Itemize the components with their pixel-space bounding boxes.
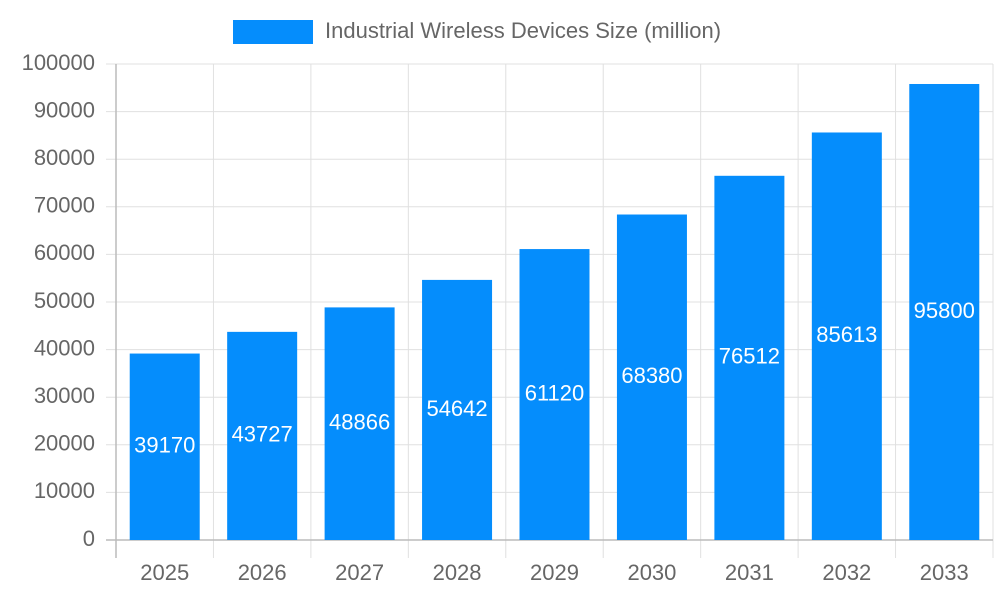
y-tick-label: 30000 bbox=[34, 383, 95, 408]
x-tick-label: 2029 bbox=[530, 560, 579, 585]
data-label: 76512 bbox=[719, 344, 780, 369]
bar bbox=[616, 214, 687, 540]
y-tick-label: 0 bbox=[83, 526, 95, 551]
y-tick-label: 50000 bbox=[34, 288, 95, 313]
legend-swatch[interactable] bbox=[233, 20, 313, 44]
data-label: 61120 bbox=[525, 380, 585, 405]
y-tick-label: 90000 bbox=[34, 97, 95, 122]
data-label: 68380 bbox=[621, 363, 682, 388]
bar bbox=[324, 307, 395, 540]
x-tick-label: 2028 bbox=[433, 560, 482, 585]
x-tick-label: 2026 bbox=[238, 560, 287, 585]
x-tick-label: 2032 bbox=[822, 560, 871, 585]
data-label: 43727 bbox=[232, 422, 293, 447]
bar bbox=[227, 331, 298, 540]
data-label: 48866 bbox=[329, 410, 390, 435]
y-tick-label: 60000 bbox=[34, 240, 95, 265]
bar bbox=[909, 83, 980, 540]
y-tick-label: 80000 bbox=[34, 145, 95, 170]
bar bbox=[811, 132, 882, 540]
bar bbox=[519, 249, 590, 541]
y-tick-label: 70000 bbox=[34, 193, 95, 218]
bar bbox=[714, 175, 785, 540]
x-tick-label: 2027 bbox=[335, 560, 384, 585]
y-tick-label: 100000 bbox=[22, 50, 95, 75]
data-label: 85613 bbox=[816, 322, 877, 347]
x-tick-label: 2030 bbox=[627, 560, 676, 585]
data-label: 95800 bbox=[914, 298, 975, 323]
x-tick-label: 2033 bbox=[920, 560, 969, 585]
bar bbox=[129, 353, 200, 540]
x-tick-label: 2031 bbox=[725, 560, 774, 585]
y-tick-label: 20000 bbox=[34, 431, 95, 456]
legend-label[interactable]: Industrial Wireless Devices Size (millio… bbox=[325, 18, 721, 43]
y-tick-label: 40000 bbox=[34, 335, 95, 360]
y-tick-label: 10000 bbox=[34, 478, 95, 503]
bar bbox=[422, 279, 493, 540]
x-tick-label: 2025 bbox=[140, 560, 189, 585]
data-label: 39170 bbox=[134, 433, 195, 458]
data-label: 54642 bbox=[426, 396, 487, 421]
